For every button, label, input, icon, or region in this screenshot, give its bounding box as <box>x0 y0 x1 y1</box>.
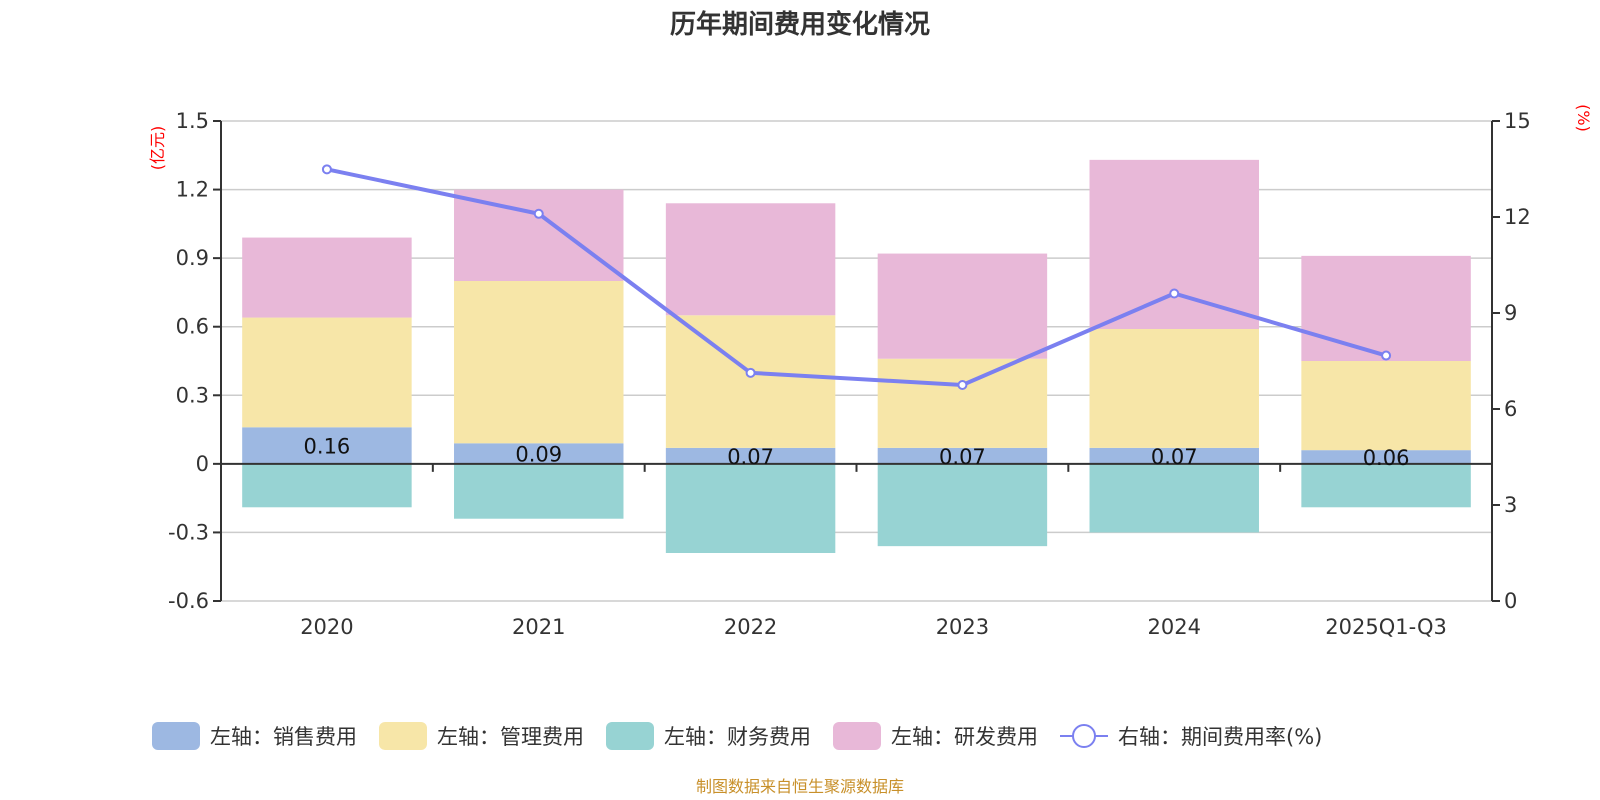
bar-value-label: 0.07 <box>939 445 986 469</box>
bar-segment <box>454 281 624 444</box>
bar-segment <box>1089 159 1259 329</box>
rate-point <box>1169 288 1180 299</box>
bar-segment <box>877 463 1048 547</box>
bar-data-labels: 0.16 0.09 0.07 0.07 0.07 0.06 <box>304 435 1410 470</box>
x-tick-label: 2025Q1-Q3 <box>1325 615 1447 639</box>
bar-value-label: 0.09 <box>515 443 562 467</box>
bar-value-label: 0.07 <box>727 445 774 469</box>
legend-item: 左轴：研发费用 <box>833 722 1038 750</box>
left-tick-label: 0.6 <box>176 315 209 339</box>
left-tick-label: -0.3 <box>168 520 209 544</box>
left-tick-label: 0.3 <box>176 383 209 407</box>
bar-segment <box>665 315 836 448</box>
source-note: 制图数据来自恒生聚源数据库 <box>696 777 904 796</box>
x-tick-label: 2022 <box>724 615 777 639</box>
legend-swatch <box>152 722 200 750</box>
legend-label: 左轴：管理费用 <box>437 725 584 749</box>
x-tick-label: 2024 <box>1148 615 1201 639</box>
bar-value-label: 0.06 <box>1363 446 1410 470</box>
bar-value-label: 0.07 <box>1151 445 1198 469</box>
left-unit-label: (亿元) <box>148 126 167 171</box>
legend-circle-icon <box>1072 724 1096 748</box>
right-tick-label: 12 <box>1504 205 1531 229</box>
bar-segment <box>877 447 1048 464</box>
rate-point <box>1381 350 1392 361</box>
x-tick-label: 2021 <box>512 615 565 639</box>
bar-segment <box>665 203 836 316</box>
rate-point <box>745 367 756 378</box>
bar-segment <box>454 463 624 519</box>
bar-segment <box>877 358 1048 448</box>
legend-item: 左轴：销售费用 <box>152 722 357 750</box>
bar-segment <box>1301 463 1471 508</box>
bars <box>242 159 1471 553</box>
left-tick-label: 0 <box>196 452 209 476</box>
x-tick-label: 2020 <box>300 615 353 639</box>
right-tick-label: 0 <box>1504 589 1517 613</box>
legend-swatch <box>833 722 881 750</box>
legend-label: 右轴：期间费用率(%) <box>1118 725 1322 749</box>
bar-segment <box>242 317 412 428</box>
legend-swatch <box>379 722 427 750</box>
legend-label: 左轴：销售费用 <box>210 725 357 749</box>
chart-title: 历年期间费用变化情况 <box>670 9 930 40</box>
bar-segment <box>1301 450 1471 464</box>
x-tick-label: 2023 <box>936 615 989 639</box>
bar-segment <box>242 427 412 464</box>
right-tick-label: 3 <box>1504 493 1517 517</box>
bar-segment <box>877 253 1048 359</box>
right-tick-label: 9 <box>1504 301 1517 325</box>
axes: -0.6 -0.3 0 0.3 0.6 0.9 1.2 1.5 0 3 6 9 12 15 2020 2021… <box>148 104 1593 639</box>
right-tick-label: 15 <box>1504 109 1531 133</box>
right-unit-label: (%) <box>1574 104 1593 132</box>
bar-segment <box>454 443 624 464</box>
rate-line <box>321 164 1392 390</box>
legend-label: 左轴：研发费用 <box>891 725 1038 749</box>
bar-segment <box>242 237 412 318</box>
bar-segment <box>665 463 836 553</box>
left-tick-label: -0.6 <box>168 589 209 613</box>
left-tick-label: 1.5 <box>176 109 209 133</box>
bar-value-label: 0.16 <box>304 435 351 459</box>
bar-segment <box>1301 361 1471 451</box>
bar-segment <box>1089 463 1259 533</box>
legend: 左轴：销售费用 左轴：管理费用 左轴：财务费用 左轴：研发费用 右轴：期间费用率(%) <box>152 722 1322 750</box>
bar-segment <box>1301 255 1471 361</box>
bar-segment <box>1089 329 1259 448</box>
legend-item: 左轴：财务费用 <box>606 722 811 750</box>
bar-segment <box>1089 447 1259 464</box>
bar-segment <box>242 463 412 508</box>
bar-segment <box>454 189 624 281</box>
rate-point <box>321 164 332 175</box>
rate-point <box>957 380 968 390</box>
legend-item: 左轴：管理费用 <box>379 722 584 750</box>
legend-swatch <box>606 722 654 750</box>
legend-item: 右轴：期间费用率(%) <box>1060 724 1322 749</box>
left-tick-label: 0.9 <box>176 246 209 270</box>
bar-segment <box>665 447 836 464</box>
left-tick-label: 1.2 <box>176 178 209 202</box>
rate-line-path <box>326 167 1387 388</box>
rate-point <box>533 208 544 219</box>
legend-label: 左轴：财务费用 <box>664 725 811 749</box>
right-tick-label: 6 <box>1504 397 1517 421</box>
